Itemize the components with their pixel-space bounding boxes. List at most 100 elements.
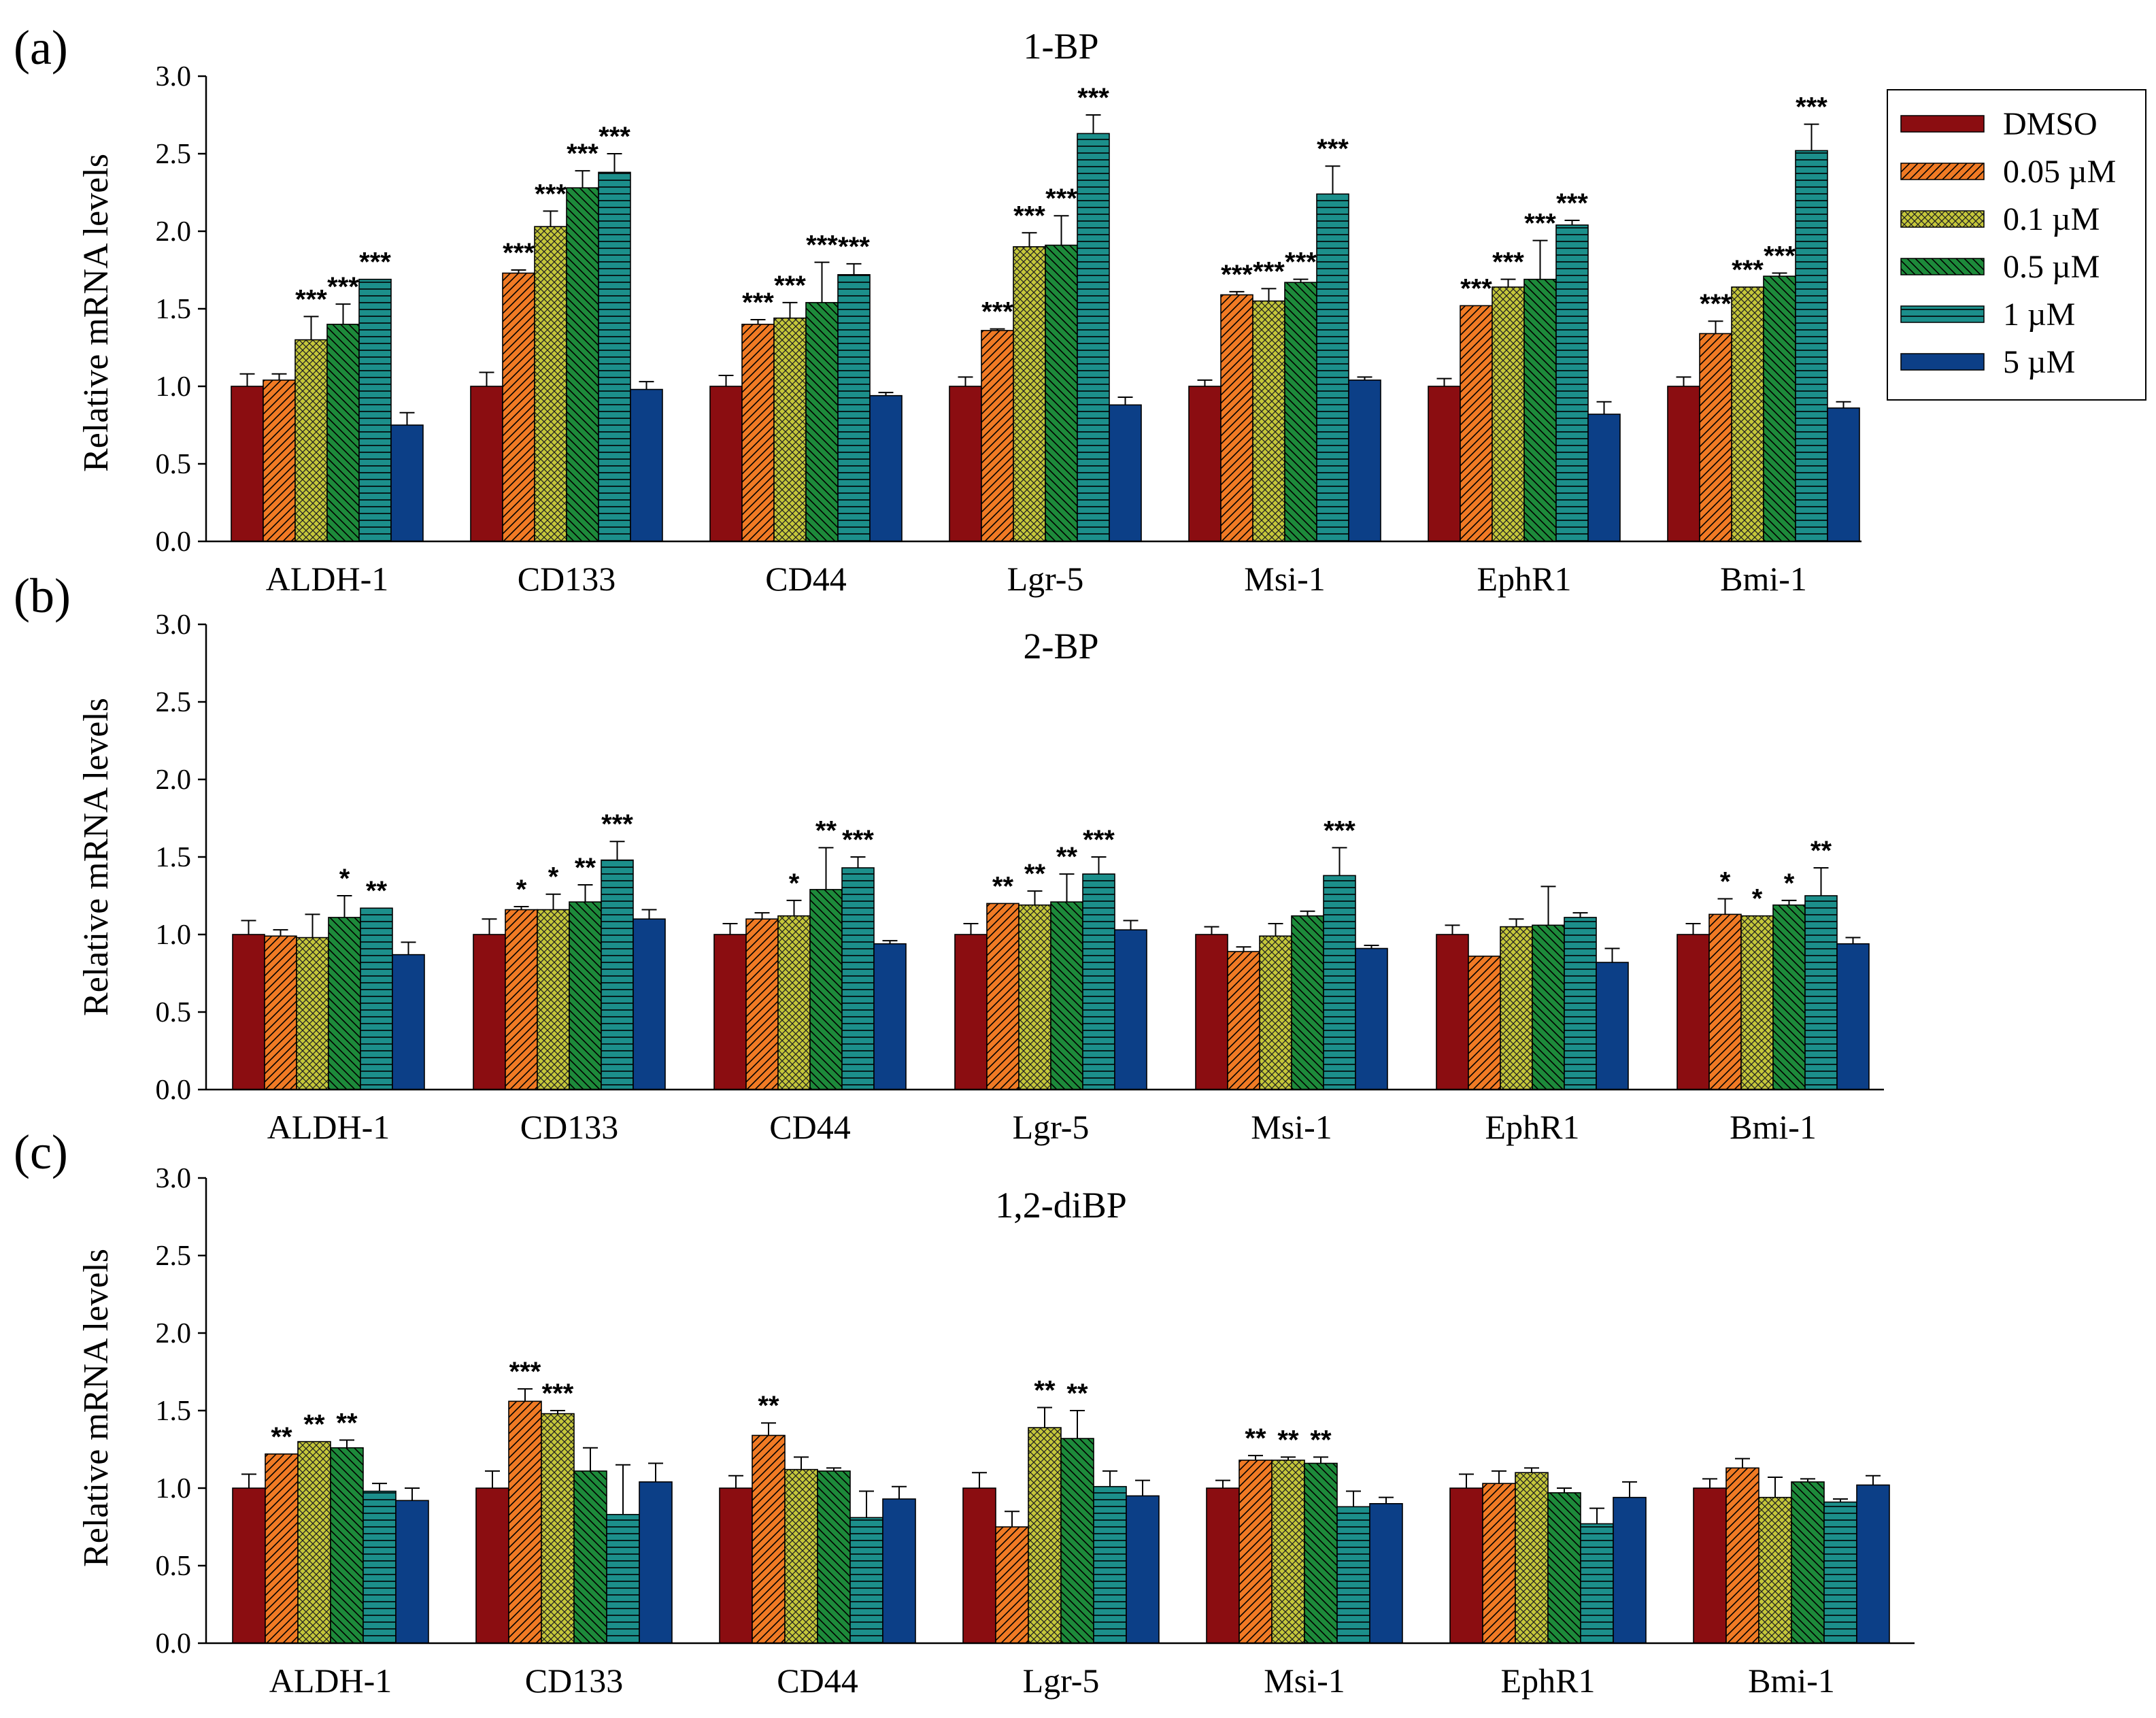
x-tick-label: ALDH-1 (267, 1108, 390, 1146)
error-bar (958, 376, 973, 386)
significance-mark: *** (1285, 248, 1317, 277)
error-bar (303, 316, 319, 340)
x-tick-label: CD133 (518, 560, 616, 598)
significance-mark: *** (601, 809, 633, 839)
y-axis-label-c: Relative mRNA levels (77, 1249, 116, 1567)
y-ticks-a: 0.0 0.5 1.0 1.5 2.0 2.5 3.0 (156, 61, 206, 558)
error-bar (1059, 873, 1075, 903)
error-bar (1091, 856, 1107, 875)
bar-0-1 (1013, 246, 1046, 542)
bar-0-05 (265, 1453, 299, 1644)
error-bar (1836, 401, 1851, 408)
error-bar (878, 392, 894, 396)
significance-mark: *** (1083, 825, 1115, 855)
bar-0-5 (330, 1447, 364, 1644)
y-tick-label: 3.0 (156, 609, 192, 641)
error-bar (1022, 232, 1037, 247)
significance-mark: ** (575, 853, 596, 883)
bar-1 (1823, 1501, 1857, 1644)
x-tick-label: CD133 (525, 1662, 623, 1700)
bar-dmso (1693, 1487, 1727, 1644)
bar-5 (1827, 407, 1860, 542)
legend-box (1887, 89, 2146, 401)
bar-0-5 (573, 1470, 607, 1644)
bar-0-1 (541, 1413, 575, 1644)
error-bar (786, 899, 802, 916)
panel-label-a: (a) (14, 20, 68, 75)
y-tick-label: 2.5 (156, 687, 192, 718)
error-bar (1215, 1479, 1230, 1488)
error-bar (511, 269, 526, 273)
y-tick-label: 2.0 (156, 216, 192, 248)
x-tick-label: Bmi-1 (1748, 1662, 1835, 1700)
significance-mark: *** (1317, 134, 1349, 164)
x-ticks-a: ALDH-1 CD133 CD44 Lgr-5 Msi-1 EphR1 Bmi-1 (266, 560, 1807, 598)
y-tick-label: 1.5 (156, 842, 192, 873)
bar-0-1 (1740, 915, 1774, 1090)
bar-0-05 (1239, 1460, 1273, 1644)
error-bar (1123, 920, 1139, 930)
error-bar (405, 1487, 420, 1501)
significance-mark: *** (1460, 273, 1492, 303)
error-bar (575, 170, 590, 188)
bar-0-05 (263, 380, 296, 542)
panel-label-b: (b) (14, 569, 71, 623)
error-bar (1281, 1456, 1296, 1460)
y-tick-label: 2.0 (156, 764, 192, 796)
legend-swatch-dmso (1900, 115, 1985, 133)
error-bar (543, 210, 558, 227)
error-bar (609, 841, 625, 860)
bar-1 (837, 274, 871, 542)
bar-1 (849, 1517, 883, 1644)
significance-mark: ** (1245, 1424, 1266, 1453)
bar-dmso (1428, 386, 1461, 542)
bar-0-1 (296, 937, 329, 1090)
y-axis-label-b: Relative mRNA levels (77, 698, 116, 1016)
error-bar (607, 153, 622, 173)
bar-dmso (962, 1487, 996, 1644)
significance-mark: *** (359, 248, 391, 277)
legend-swatch-0-5 (1900, 258, 1985, 275)
error-bar (794, 1456, 809, 1470)
bar-1 (363, 1490, 397, 1644)
bar-0-1 (297, 1441, 331, 1644)
bar-1 (841, 867, 875, 1090)
error-bar (859, 1490, 874, 1518)
significance-mark: ** (1277, 1425, 1299, 1455)
error-bar (1596, 401, 1612, 415)
significance-mark: * (1784, 869, 1795, 898)
error-bar (1492, 1470, 1506, 1484)
bar-0-1 (1028, 1427, 1062, 1644)
bar-1 (1564, 917, 1597, 1090)
error-bar (401, 941, 416, 955)
x-tick-label: CD44 (777, 1662, 858, 1700)
bar-1 (1580, 1523, 1614, 1644)
x-ticks-b: ALDH-1 CD133 CD44 Lgr-5 Msi-1 EphR1 Bmi-1 (267, 1108, 1817, 1146)
bar-0-5 (1763, 275, 1796, 542)
significance-mark: * (1752, 884, 1763, 914)
legend-label-5: 5 µM (2003, 344, 2075, 380)
bar-0-5 (1772, 904, 1806, 1090)
error-bar (1813, 866, 1829, 896)
x-tick-label: Lgr-5 (1023, 1662, 1100, 1700)
significance-mark: *** (1524, 209, 1556, 239)
significance-mark: *** (806, 231, 838, 260)
bar-0-1 (1731, 286, 1764, 542)
bar-1 (360, 907, 393, 1090)
bar-1 (358, 278, 392, 542)
x-tick-label: CD44 (769, 1108, 850, 1146)
bar-5 (1596, 962, 1629, 1090)
legend-label-dmso: DMSO (2003, 106, 2098, 142)
bar-0-1 (1515, 1472, 1549, 1644)
bar-0-5 (569, 901, 602, 1090)
bar-dmso (470, 386, 503, 542)
significance-mark: *** (1324, 815, 1355, 845)
bar-5 (1114, 929, 1147, 1090)
x-tick-label: ALDH-1 (266, 560, 389, 598)
significance-mark: *** (295, 284, 327, 314)
significance-mark: * (789, 869, 800, 898)
error-bar (718, 375, 734, 386)
bar-dmso (1188, 386, 1222, 542)
bar-5 (633, 918, 666, 1090)
axes-c (205, 1178, 1915, 1645)
